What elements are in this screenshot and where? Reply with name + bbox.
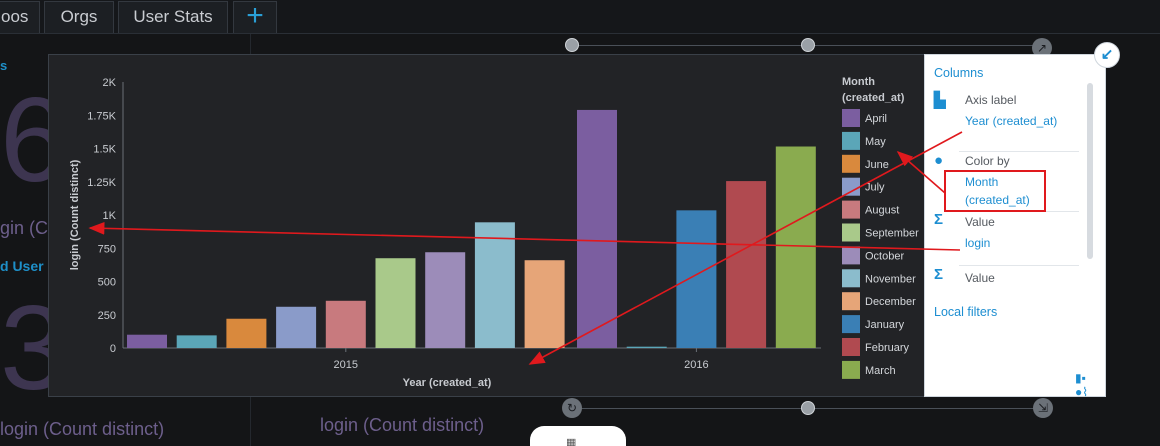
- bg-label-top: gin (C: [0, 218, 49, 238]
- bar-april-2015: [127, 334, 167, 348]
- resize-handle-bottom-center[interactable]: [801, 401, 815, 415]
- legend-swatch-october: [842, 246, 860, 265]
- y-tick-label: 0: [110, 343, 116, 355]
- table-icon: ▦: [566, 437, 577, 446]
- resize-corner-icon[interactable]: ⇲: [1033, 398, 1053, 418]
- legend-swatch-march: [842, 360, 860, 379]
- x-axis-title: Year (created_at): [403, 377, 492, 389]
- legend-swatch-april: [842, 109, 860, 127]
- legend-swatch-december: [842, 292, 860, 311]
- local-filters-link[interactable]: Local filters: [934, 305, 998, 319]
- legend-label-august: August: [865, 205, 899, 217]
- legend-title-line2: (created_at): [842, 92, 905, 104]
- bar-december-2015: [524, 260, 565, 348]
- sigma-icon: Σ: [934, 211, 944, 228]
- bg-label-bottom-right: login (Count distinct): [320, 415, 485, 435]
- rotate-icon[interactable]: ↻: [562, 398, 582, 418]
- legend-label-july: July: [865, 182, 885, 194]
- y-tick-label: 750: [98, 243, 116, 255]
- bar-june-2015: [226, 318, 267, 348]
- bar-august-2015: [325, 300, 366, 348]
- y-tick-label: 1.5K: [93, 144, 116, 156]
- tab-label: Orgs: [60, 7, 98, 26]
- x-tick-label: 2015: [334, 359, 358, 371]
- value-title-2: Value: [965, 271, 995, 285]
- bar-july-2015: [276, 306, 317, 348]
- bottom-drawer-tab[interactable]: [530, 426, 626, 446]
- tab-label: oos: [1, 7, 29, 26]
- resize-handle-top-left[interactable]: [565, 38, 579, 52]
- add-tab-button[interactable]: +: [233, 1, 277, 33]
- legend-swatch-september: [842, 223, 860, 242]
- chart-type-icon[interactable]: ▮▪ ●⌇: [1075, 371, 1089, 399]
- legend-label-february: February: [865, 342, 910, 354]
- expand-icon[interactable]: ↗: [1032, 38, 1052, 58]
- chart-config-panel: Columns ▙ Axis label Year (created_at) ●…: [924, 54, 1106, 399]
- legend-swatch-february: [842, 338, 860, 356]
- axis-icon: ▙: [934, 92, 946, 109]
- y-tick-label: 1.75K: [87, 110, 116, 122]
- collapse-icon[interactable]: ↙: [1094, 42, 1120, 68]
- y-tick-label: 500: [98, 277, 116, 289]
- bar-may-2016: [626, 346, 667, 348]
- legend-swatch-june: [842, 154, 860, 173]
- config-scrollbar[interactable]: [1087, 83, 1093, 259]
- bar-chart: 0 250 500 750 1K 1.25K 1.5K 1.75K 2K 2015 2016 Year…: [69, 76, 919, 389]
- bar-march-2016: [775, 146, 816, 348]
- tab-user-stats[interactable]: User Stats: [118, 1, 228, 33]
- legend-swatch-january: [842, 315, 860, 334]
- axis-label-value[interactable]: Year (created_at): [965, 114, 1058, 128]
- legend-label-october: October: [865, 250, 904, 262]
- bar-september-2015: [375, 258, 416, 348]
- bar-october-2015: [425, 252, 466, 348]
- tab-bar: oos Orgs User Stats +: [0, 0, 1160, 34]
- bg-section-label: d User: [0, 258, 44, 274]
- bar-february-2016: [726, 181, 767, 348]
- bg-label-bottom-left: login (Count distinct): [0, 419, 165, 439]
- legend-swatch-november: [842, 269, 860, 288]
- bar-january-2016: [676, 210, 717, 348]
- legend-swatch-may: [842, 131, 860, 150]
- tab-label: User Stats: [133, 7, 213, 26]
- value-field[interactable]: login: [965, 236, 991, 250]
- axis-label-title: Axis label: [965, 93, 1017, 107]
- legend-label-november: November: [865, 273, 916, 285]
- chart-panel: 0 250 500 750 1K 1.25K 1.5K 1.75K 2K 2015 2016 Year…: [48, 54, 925, 397]
- color-by-title: Color by: [965, 154, 1010, 168]
- bar-may-2015: [176, 335, 217, 348]
- resize-handle-top-center[interactable]: [801, 38, 815, 52]
- divider: [959, 265, 1079, 266]
- value-title: Value: [965, 215, 995, 229]
- legend-swatch-august: [842, 200, 860, 219]
- tab-groups[interactable]: oos: [0, 1, 40, 33]
- bar-april-2016: [577, 109, 617, 349]
- annotation-highlight-box: [944, 170, 1046, 212]
- palette-icon: ●: [934, 152, 944, 169]
- legend-title-line1: Month: [842, 76, 875, 88]
- bg-small-label: s: [0, 58, 8, 73]
- sigma-icon: Σ: [934, 266, 944, 283]
- legend-label-december: December: [865, 296, 916, 308]
- legend-label-may: May: [865, 136, 886, 148]
- y-axis-title: login (Count distinct): [69, 159, 81, 270]
- tab-orgs[interactable]: Orgs: [44, 1, 114, 33]
- bar-november-2015: [474, 222, 515, 348]
- y-tick-label: 250: [98, 310, 116, 322]
- y-tick-label: 1.25K: [87, 177, 116, 189]
- divider: [959, 151, 1079, 152]
- legend-label-september: September: [865, 228, 919, 240]
- legend-label-march: March: [865, 365, 896, 377]
- legend-label-january: January: [865, 319, 905, 331]
- legend-label-june: June: [865, 159, 889, 171]
- y-tick-label: 1K: [103, 210, 117, 222]
- legend-label-april: April: [865, 113, 887, 125]
- plus-icon: +: [246, 0, 264, 32]
- legend-swatch-july: [842, 177, 860, 196]
- y-tick-label: 2K: [103, 77, 117, 89]
- columns-heading: Columns: [934, 66, 984, 80]
- x-tick-label: 2016: [684, 359, 708, 371]
- color-by-value[interactable]: Month (created_at): [965, 175, 1030, 207]
